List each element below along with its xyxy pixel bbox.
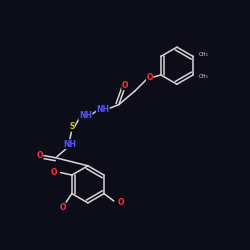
Text: CH₃: CH₃ (199, 74, 209, 79)
Text: NH: NH (79, 111, 92, 120)
Text: O: O (146, 73, 153, 82)
Text: S: S (69, 122, 74, 131)
Text: CH₃: CH₃ (199, 52, 209, 57)
Text: O: O (50, 168, 57, 177)
Text: O: O (60, 203, 66, 212)
Text: O: O (36, 151, 43, 160)
Text: NH: NH (63, 140, 76, 149)
Text: O: O (118, 198, 124, 207)
Text: NH: NH (96, 105, 109, 114)
Text: O: O (122, 81, 128, 90)
